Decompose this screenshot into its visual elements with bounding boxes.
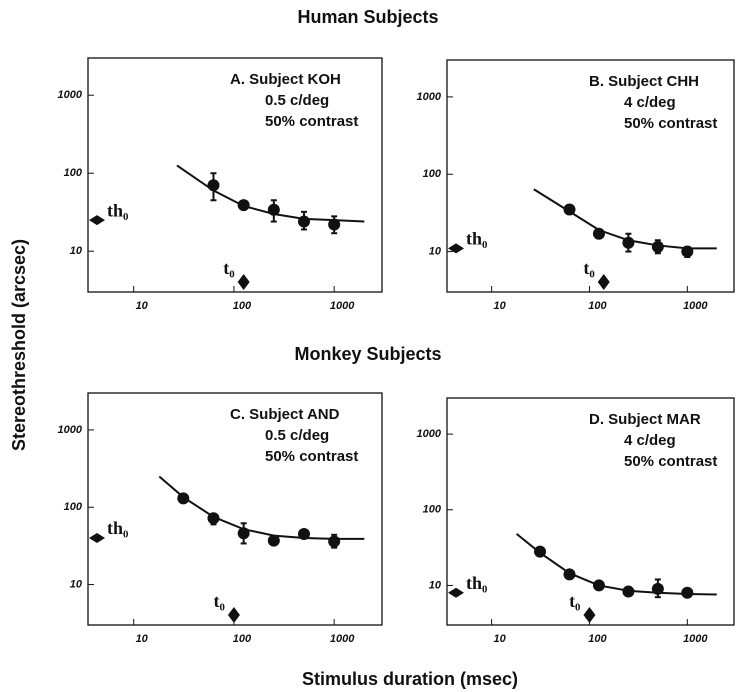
data-point — [298, 528, 311, 541]
t0-marker — [227, 607, 240, 623]
fit-line — [515, 533, 717, 596]
th0-marker — [448, 243, 464, 254]
t0-label: t₀ — [214, 591, 225, 611]
data-point — [563, 203, 576, 216]
x-tick-label: 1000 — [683, 300, 708, 312]
y-tick-label: 1000 — [417, 91, 442, 103]
y-tick-label: 10 — [70, 578, 83, 590]
y-tick-label: 100 — [64, 501, 83, 513]
data-point — [651, 240, 664, 253]
x-tick-label: 1000 — [330, 633, 355, 645]
y-tick-label: 1000 — [58, 424, 83, 436]
t0-label: t₀ — [223, 258, 234, 278]
panel-annotation: 50% contrast — [265, 448, 358, 465]
data-point — [298, 215, 311, 228]
panel-annotation: 0.5 c/deg — [265, 427, 329, 444]
data-point — [237, 527, 250, 540]
data-point — [328, 535, 341, 548]
y-tick-label: 1000 — [58, 89, 83, 101]
data-point — [651, 582, 664, 595]
y-tick-label: 100 — [423, 504, 442, 516]
plot-frame — [87, 57, 383, 293]
th0-marker — [89, 215, 105, 226]
data-point — [207, 512, 220, 525]
x-tick-label: 100 — [588, 300, 607, 312]
t0-label: t₀ — [583, 258, 594, 278]
t0-marker — [597, 274, 610, 290]
panel-annotation: 4 c/deg — [624, 432, 676, 449]
section-title: Monkey Subjects — [294, 344, 441, 364]
panel-annotation: B. Subject CHH — [589, 73, 699, 90]
panel-annotation: 50% contrast — [265, 113, 358, 130]
panel-annotation: A. Subject KOH — [230, 71, 341, 88]
x-tick-label: 10 — [136, 633, 149, 645]
th0-label: th₀ — [466, 228, 487, 248]
panel-annotation: 4 c/deg — [624, 94, 676, 111]
th0-label: th₀ — [107, 518, 128, 538]
panel-annotation: 0.5 c/deg — [265, 92, 329, 109]
data-point — [681, 245, 694, 258]
t0-marker — [237, 274, 250, 290]
t0-label: t₀ — [569, 591, 580, 611]
panel-annotation: C. Subject AND — [230, 406, 340, 423]
x-tick-label: 100 — [233, 300, 252, 312]
x-tick-label: 1000 — [683, 633, 708, 645]
x-axis-label: Stimulus duration (msec) — [302, 669, 518, 689]
x-tick-label: 100 — [233, 633, 252, 645]
x-tick-label: 1000 — [330, 300, 355, 312]
y-tick-label: 100 — [423, 168, 442, 180]
data-point — [207, 179, 220, 192]
y-tick-label: 1000 — [417, 428, 442, 440]
fit-line — [158, 475, 365, 540]
data-point — [563, 568, 576, 581]
y-tick-label: 10 — [429, 245, 442, 257]
data-point — [267, 203, 280, 216]
th0-label: th₀ — [107, 200, 128, 220]
x-tick-label: 100 — [588, 633, 607, 645]
data-point — [622, 585, 635, 598]
plot-frame — [446, 59, 735, 293]
y-tick-label: 100 — [64, 167, 83, 179]
data-point — [534, 545, 547, 558]
section-title: Human Subjects — [297, 7, 438, 27]
x-tick-label: 10 — [493, 633, 506, 645]
panel-annotation: 50% contrast — [624, 453, 717, 470]
data-point — [328, 218, 341, 231]
data-point — [681, 586, 694, 599]
plot-frame — [446, 397, 735, 626]
panel-annotation: D. Subject MAR — [589, 411, 701, 428]
data-point — [267, 534, 280, 547]
data-point — [237, 199, 250, 212]
data-point — [177, 492, 190, 505]
th0-label: th₀ — [466, 573, 487, 593]
data-point — [592, 227, 605, 240]
panel-annotation: 50% contrast — [624, 115, 717, 132]
th0-marker — [448, 587, 464, 598]
y-tick-label: 10 — [70, 245, 83, 257]
plot-frame — [87, 392, 383, 626]
data-point — [592, 579, 605, 592]
y-tick-label: 10 — [429, 579, 442, 591]
y-axis-label: Stereothreshold (arcsec) — [9, 239, 29, 451]
x-tick-label: 10 — [493, 300, 506, 312]
th0-marker — [89, 533, 105, 544]
t0-marker — [583, 607, 596, 623]
x-tick-label: 10 — [136, 300, 149, 312]
data-point — [622, 236, 635, 249]
